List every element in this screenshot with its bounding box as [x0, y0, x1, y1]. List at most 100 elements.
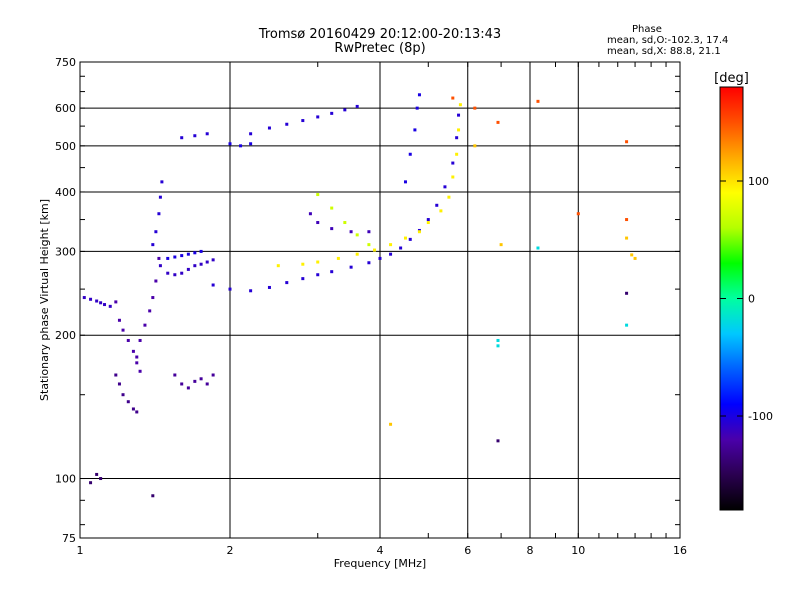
data-point [158, 264, 162, 268]
data-point [193, 379, 197, 383]
data-point [186, 267, 190, 271]
data-point [267, 285, 271, 289]
data-point [135, 361, 139, 365]
data-point [211, 258, 215, 262]
data-point [117, 318, 121, 322]
colorbar-tick-label: 100 [748, 175, 769, 188]
data-point [536, 246, 540, 250]
data-point [285, 281, 289, 285]
data-point [160, 180, 164, 184]
data-point [536, 99, 540, 103]
data-point [205, 382, 209, 386]
data-point [186, 386, 190, 390]
y-tick-label: 500 [55, 140, 76, 153]
data-point [186, 252, 190, 256]
data-point [413, 128, 417, 132]
data-point [267, 126, 271, 130]
data-point [625, 218, 629, 222]
data-point [417, 230, 421, 234]
data-point [355, 233, 359, 237]
data-point [89, 481, 93, 485]
data-point [389, 243, 393, 247]
data-point [496, 120, 500, 124]
chart-title: Tromsø 20160429 20:12:00-20:13:43 [258, 27, 502, 42]
data-point [199, 377, 203, 381]
data-point [131, 349, 135, 353]
data-point [367, 243, 371, 247]
data-point [389, 422, 393, 426]
data-point [138, 369, 142, 373]
data-point [166, 271, 170, 275]
data-point [249, 142, 253, 146]
data-point [308, 212, 312, 216]
data-point [435, 203, 439, 207]
x-tick-label: 1 [77, 544, 84, 557]
data-point [89, 297, 93, 301]
data-point [439, 209, 443, 213]
data-point [426, 221, 430, 225]
data-point [199, 249, 203, 253]
y-axis-label: Stationary phase Virtual Height [km] [38, 199, 51, 401]
data-point [126, 400, 130, 404]
data-point [205, 260, 209, 264]
colorbar-tick-label: 0 [748, 293, 755, 306]
x-tick-label: 10 [571, 544, 585, 557]
data-point [455, 136, 459, 140]
data-point [154, 279, 158, 283]
data-point [193, 134, 197, 138]
data-point [451, 175, 455, 179]
data-point [249, 289, 253, 293]
data-point [473, 144, 477, 148]
data-point [301, 277, 305, 281]
colorbar-label: [deg] [714, 71, 749, 86]
colorbar: [deg] 100 0 -100 [714, 71, 773, 511]
y-axis: 75 100 200 300 400 500 600 750 [55, 56, 680, 545]
data-point [108, 304, 112, 308]
x-tick-label: 16 [673, 544, 687, 557]
data-point [349, 230, 353, 234]
x-axis: 1 2 4 6 8 10 16 [77, 62, 687, 557]
y-tick-label: 400 [55, 186, 76, 199]
data-point [131, 407, 135, 411]
data-point [151, 494, 155, 498]
data-point [193, 251, 197, 255]
data-point [154, 230, 158, 234]
data-point [180, 254, 184, 258]
data-point [316, 221, 320, 225]
data-point [151, 243, 155, 247]
data-point [95, 472, 99, 476]
data-point [316, 115, 320, 119]
data-point [193, 264, 197, 268]
y-tick-label: 100 [55, 473, 76, 486]
data-point [99, 301, 103, 305]
data-point [447, 195, 451, 199]
data-point [496, 338, 500, 342]
y-tick-label: 300 [55, 245, 76, 258]
data-point [126, 338, 130, 342]
data-point [403, 236, 407, 240]
data-point [301, 262, 305, 266]
data-point [336, 256, 340, 260]
x-axis-label: Frequency [MHz] [334, 557, 426, 570]
data-point [173, 273, 177, 277]
data-point [499, 243, 503, 247]
data-point [473, 106, 477, 110]
data-point [343, 221, 347, 225]
data-point [457, 128, 461, 132]
data-point [633, 256, 637, 260]
data-point [180, 382, 184, 386]
grid-lines [80, 62, 680, 538]
data-point [355, 104, 359, 108]
data-point [173, 373, 177, 377]
data-point [367, 230, 371, 234]
data-point [143, 323, 147, 327]
data-point [330, 206, 334, 210]
data-point [415, 106, 419, 110]
x-tick-label: 8 [527, 544, 534, 557]
data-point [576, 212, 580, 216]
data-point [378, 256, 382, 260]
data-point [239, 144, 243, 148]
data-point [117, 382, 121, 386]
data-point [316, 260, 320, 264]
data-point [330, 227, 334, 231]
